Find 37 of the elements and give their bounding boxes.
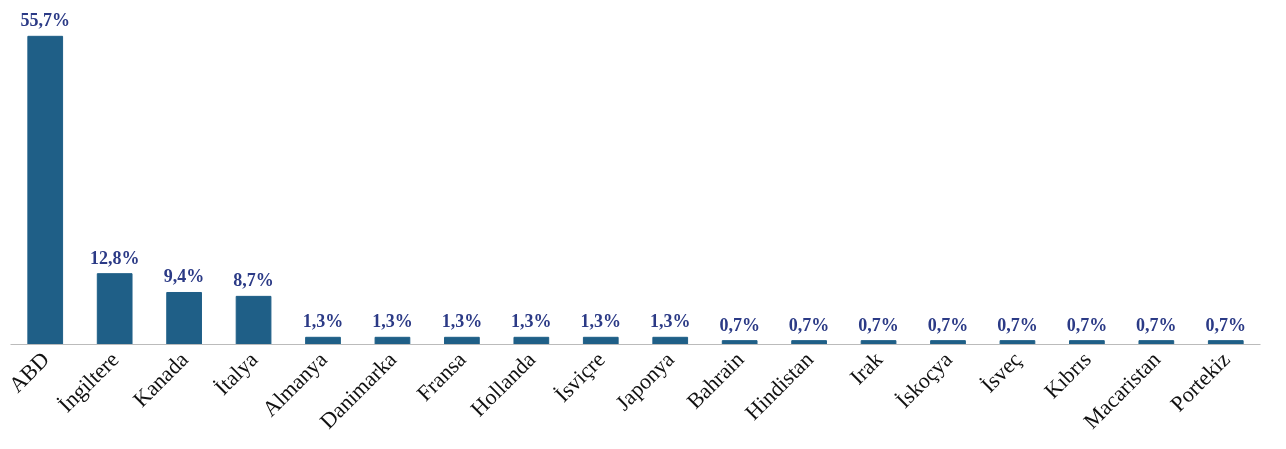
data-label: 8,7% bbox=[233, 270, 274, 291]
data-label: 1,3% bbox=[372, 311, 413, 332]
bar bbox=[930, 340, 966, 345]
bar bbox=[374, 336, 411, 345]
data-label: 0,7% bbox=[788, 314, 830, 335]
data-label: 1,3% bbox=[580, 311, 622, 332]
bar bbox=[513, 336, 550, 345]
bar bbox=[444, 336, 480, 345]
data-label: 0,7% bbox=[1066, 314, 1108, 335]
bar bbox=[166, 291, 202, 345]
bar bbox=[791, 340, 827, 345]
bar bbox=[1207, 340, 1244, 345]
data-label: 0,7% bbox=[997, 314, 1038, 335]
data-label: 1,3% bbox=[302, 311, 344, 332]
bar bbox=[27, 35, 64, 345]
bar bbox=[96, 273, 133, 345]
bar bbox=[1069, 340, 1105, 345]
data-label: 1,3% bbox=[511, 311, 552, 332]
data-label: 0,7% bbox=[858, 314, 899, 335]
data-label: 55,7% bbox=[20, 10, 70, 31]
bar bbox=[305, 336, 341, 345]
x-tick-label: Irak bbox=[844, 346, 888, 390]
data-label: 0,7% bbox=[719, 314, 760, 335]
data-label: 1,3% bbox=[441, 311, 483, 332]
data-label: 9,4% bbox=[163, 266, 205, 287]
bar bbox=[235, 295, 272, 345]
data-label: 0,7% bbox=[927, 314, 969, 335]
bar bbox=[582, 336, 619, 345]
bar bbox=[860, 340, 897, 345]
bar bbox=[999, 340, 1036, 345]
data-label: 0,7% bbox=[1205, 314, 1247, 335]
data-label: 12,8% bbox=[89, 247, 140, 268]
bar bbox=[1138, 340, 1175, 345]
bar bbox=[652, 336, 689, 345]
bar bbox=[721, 340, 758, 345]
data-label: 0,7% bbox=[1136, 314, 1177, 335]
data-label: 1,3% bbox=[649, 311, 691, 332]
